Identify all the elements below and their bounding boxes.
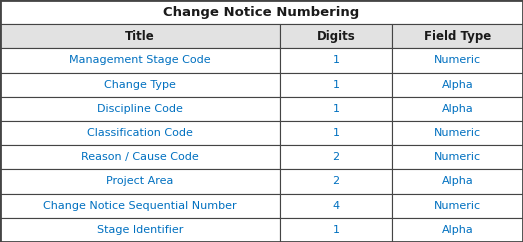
Text: Stage Identifier: Stage Identifier bbox=[97, 225, 183, 235]
Text: 4: 4 bbox=[333, 201, 339, 211]
Text: Field Type: Field Type bbox=[424, 30, 491, 43]
Bar bbox=[392, 218, 523, 242]
Text: Change Notice Numbering: Change Notice Numbering bbox=[163, 6, 360, 19]
Text: Numeric: Numeric bbox=[434, 152, 481, 162]
Text: Management Stage Code: Management Stage Code bbox=[69, 55, 211, 66]
Text: Classification Code: Classification Code bbox=[87, 128, 193, 138]
Bar bbox=[0, 24, 280, 48]
Bar bbox=[280, 169, 392, 194]
Bar bbox=[392, 24, 523, 48]
Bar bbox=[0, 145, 280, 169]
Text: Alpha: Alpha bbox=[442, 225, 473, 235]
Text: Title: Title bbox=[125, 30, 155, 43]
Bar bbox=[280, 97, 392, 121]
Bar bbox=[392, 73, 523, 97]
Text: 2: 2 bbox=[333, 176, 339, 187]
Text: 1: 1 bbox=[333, 55, 339, 66]
Bar bbox=[0, 194, 280, 218]
Bar bbox=[280, 218, 392, 242]
Bar bbox=[280, 145, 392, 169]
Text: 1: 1 bbox=[333, 225, 339, 235]
Text: Change Type: Change Type bbox=[104, 80, 176, 90]
Text: Numeric: Numeric bbox=[434, 201, 481, 211]
Bar bbox=[280, 48, 392, 73]
Bar bbox=[392, 97, 523, 121]
Bar bbox=[0, 48, 280, 73]
Text: Digits: Digits bbox=[316, 30, 356, 43]
Text: Alpha: Alpha bbox=[442, 176, 473, 187]
Text: Alpha: Alpha bbox=[442, 80, 473, 90]
Bar bbox=[392, 145, 523, 169]
Text: 1: 1 bbox=[333, 104, 339, 114]
Bar bbox=[0, 121, 280, 145]
Bar bbox=[280, 24, 392, 48]
Bar bbox=[280, 121, 392, 145]
Text: Discipline Code: Discipline Code bbox=[97, 104, 183, 114]
Bar bbox=[0, 169, 280, 194]
Bar bbox=[0, 0, 523, 24]
Text: Project Area: Project Area bbox=[106, 176, 174, 187]
Bar bbox=[392, 194, 523, 218]
Text: 1: 1 bbox=[333, 128, 339, 138]
Text: Numeric: Numeric bbox=[434, 128, 481, 138]
Bar bbox=[392, 48, 523, 73]
Bar bbox=[392, 169, 523, 194]
Bar bbox=[280, 73, 392, 97]
Bar bbox=[392, 121, 523, 145]
Text: 1: 1 bbox=[333, 80, 339, 90]
Text: Numeric: Numeric bbox=[434, 55, 481, 66]
Bar bbox=[0, 218, 280, 242]
Bar bbox=[0, 97, 280, 121]
Text: Alpha: Alpha bbox=[442, 104, 473, 114]
Bar bbox=[280, 194, 392, 218]
Bar bbox=[0, 73, 280, 97]
Text: Reason / Cause Code: Reason / Cause Code bbox=[81, 152, 199, 162]
Text: 2: 2 bbox=[333, 152, 339, 162]
Text: Change Notice Sequential Number: Change Notice Sequential Number bbox=[43, 201, 237, 211]
